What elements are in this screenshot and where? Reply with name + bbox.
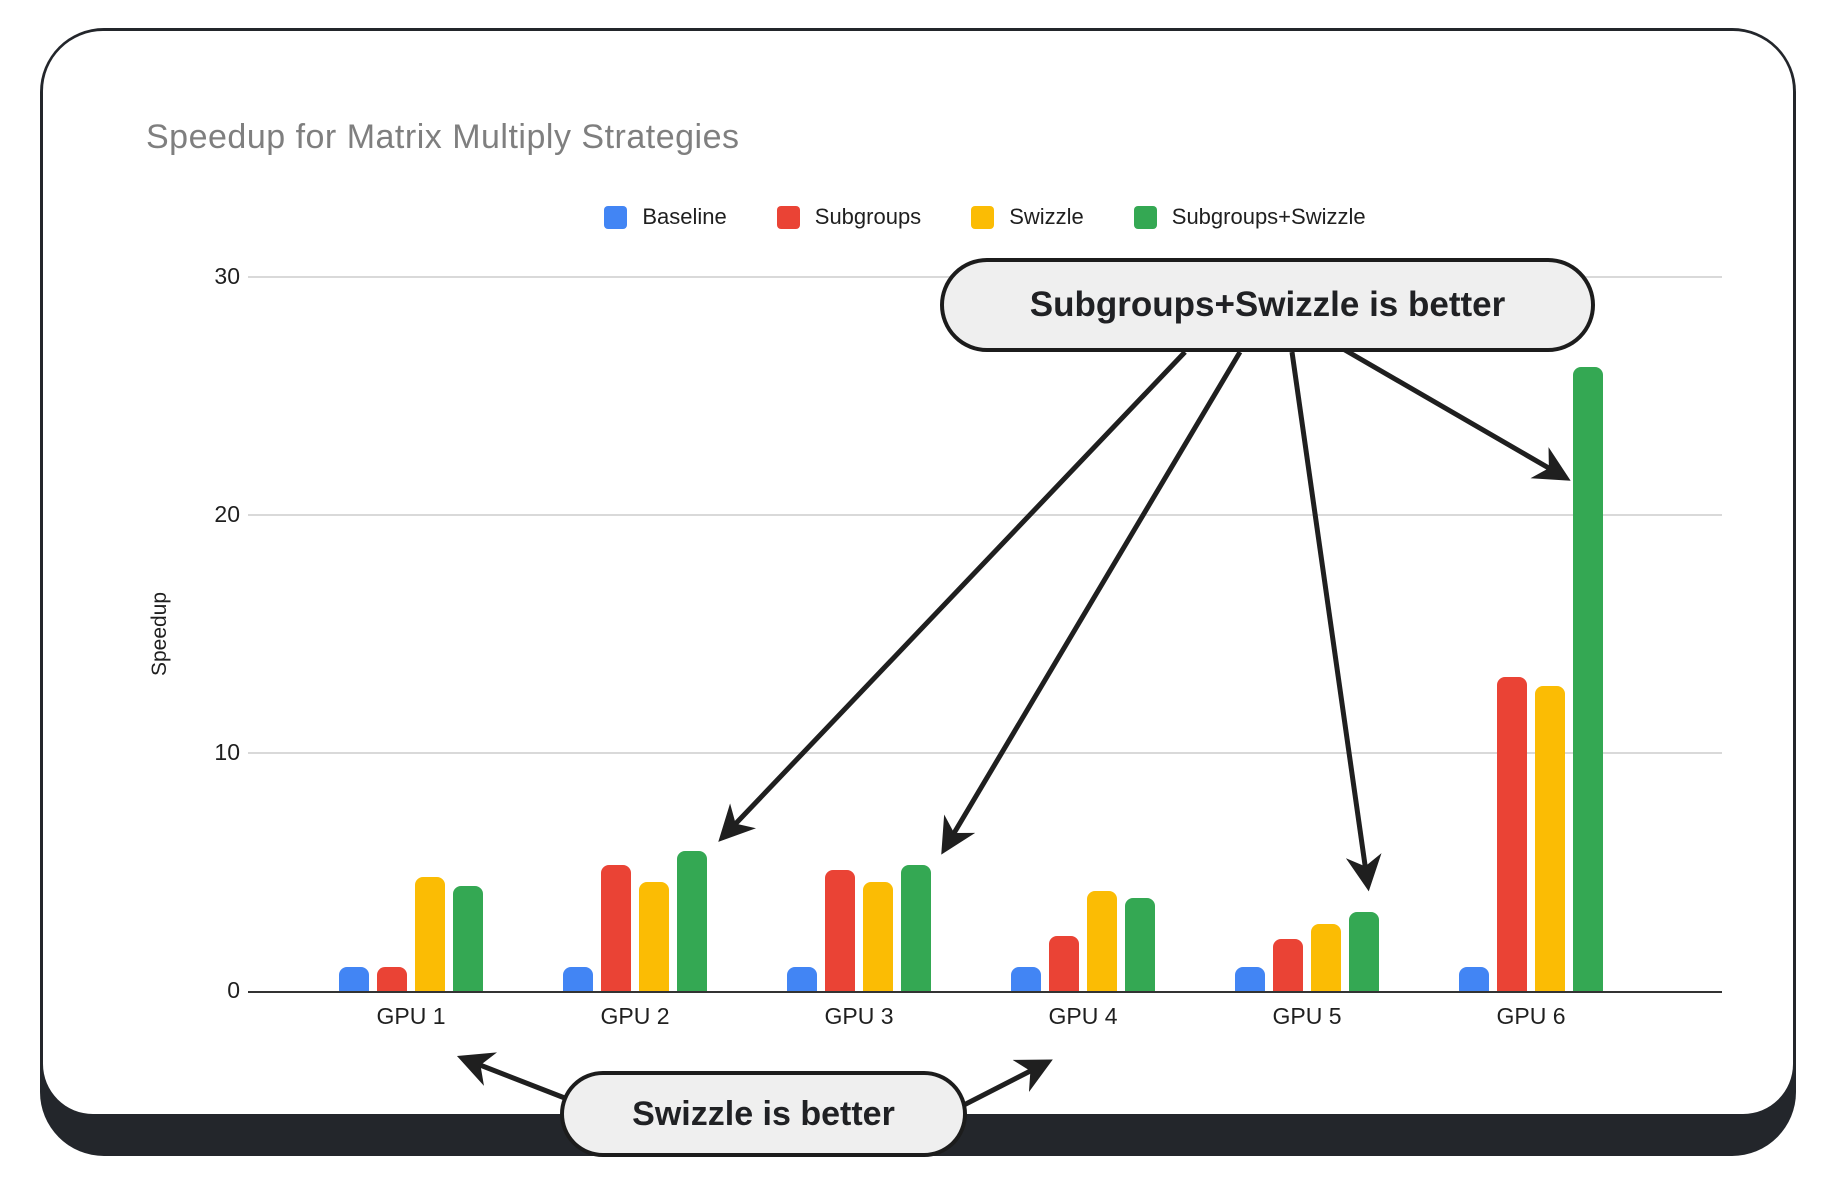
annotation-swizzle-better: Swizzle is better — [560, 1071, 967, 1157]
legend-label: Swizzle — [1009, 204, 1084, 229]
bar-group-2 — [563, 850, 707, 991]
bar-group-4 — [1011, 891, 1155, 991]
bar-gpu2-subgroups — [601, 864, 631, 991]
bar-gpu6-swizzle — [1535, 686, 1565, 991]
legend-item-0: Baseline — [604, 204, 727, 230]
bar-gpu5-subgroups+swizzle — [1349, 912, 1379, 991]
legend-swatch — [971, 205, 995, 229]
bar-gpu3-subgroups — [825, 869, 855, 991]
bar-gpu3-swizzle — [863, 881, 893, 991]
legend-label: Subgroups+Swizzle — [1171, 204, 1366, 229]
x-label-4: GPU 4 — [1048, 1003, 1118, 1029]
legend-label: Baseline — [642, 204, 727, 229]
bar-gpu3-subgroups+swizzle — [901, 864, 931, 991]
bar-gpu1-swizzle — [415, 876, 445, 991]
x-label-6: GPU 6 — [1496, 1003, 1566, 1029]
bar-gpu5-baseline — [1235, 967, 1265, 991]
x-label-2: GPU 2 — [600, 1003, 670, 1029]
bar-gpu1-subgroups — [377, 967, 407, 991]
legend-item-1: Subgroups — [776, 204, 922, 230]
legend: Baseline Subgroups Swizzle Subgroups+Swizzl… — [248, 202, 1722, 232]
bar-group-6 — [1459, 367, 1603, 991]
bar-gpu5-swizzle — [1311, 924, 1341, 991]
x-label-5: GPU 5 — [1272, 1003, 1342, 1029]
bar-gpu6-subgroups+swizzle — [1573, 367, 1603, 991]
y-tick-20: 20 — [214, 501, 240, 527]
bar-gpu1-baseline — [339, 967, 369, 991]
y-axis-title: Speedup — [148, 591, 171, 677]
bar-group-1 — [339, 876, 483, 991]
legend-label: Subgroups — [814, 204, 922, 229]
bar-gpu2-baseline — [563, 967, 593, 991]
bar-group-3 — [787, 864, 931, 991]
annotation-subgroups-swizzle-better: Subgroups+Swizzle is better — [940, 258, 1595, 352]
bar-gpu4-swizzle — [1087, 891, 1117, 991]
x-label-3: GPU 3 — [824, 1003, 894, 1029]
legend-swatch — [776, 205, 800, 229]
y-tick-30: 30 — [214, 263, 240, 289]
bar-gpu3-baseline — [787, 967, 817, 991]
bar-gpu4-subgroups — [1049, 936, 1079, 991]
bar-gpu2-subgroups+swizzle — [677, 850, 707, 991]
bar-gpu4-subgroups+swizzle — [1125, 898, 1155, 991]
x-label-1: GPU 1 — [376, 1003, 446, 1029]
y-tick-10: 10 — [214, 739, 240, 765]
legend-swatch — [604, 205, 628, 229]
bar-gpu2-swizzle — [639, 881, 669, 991]
bar-gpu6-subgroups — [1497, 676, 1527, 991]
bar-gpu6-baseline — [1459, 967, 1489, 991]
legend-item-3: Subgroups+Swizzle — [1133, 204, 1366, 230]
legend-item-2: Swizzle — [971, 204, 1084, 230]
bar-gpu1-subgroups+swizzle — [453, 886, 483, 991]
legend-swatch — [1133, 205, 1157, 229]
bar-gpu4-baseline — [1011, 967, 1041, 991]
y-tick-0: 0 — [227, 977, 240, 1003]
chart-title: Speedup for Matrix Multiply Strategies — [146, 118, 740, 156]
bar-group-5 — [1235, 912, 1379, 991]
bar-gpu5-subgroups — [1273, 938, 1303, 991]
